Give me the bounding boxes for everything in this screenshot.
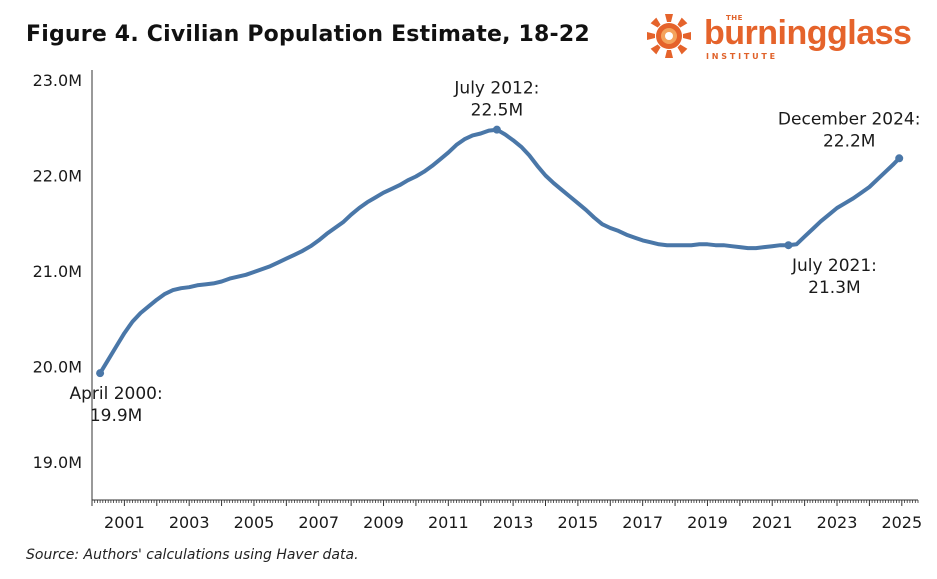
annotation-label-line2: 22.5M	[471, 101, 524, 121]
y-tick-label: 23.0M	[33, 71, 82, 90]
logo-the-text: THE	[726, 14, 743, 22]
x-tick-label: 2019	[687, 513, 728, 532]
annotation-label-line1: December 2024:	[778, 109, 921, 129]
x-tick-label: 2017	[622, 513, 663, 532]
series-line	[98, 127, 902, 376]
sun-mark-icon	[647, 14, 691, 58]
y-tick-label: 21.0M	[33, 262, 82, 281]
burning-glass-logo: THE burningglass INSTITUTE	[646, 12, 921, 64]
annotation-label-line1: July 2021:	[791, 256, 877, 276]
x-tick-label: 2011	[428, 513, 469, 532]
y-tick-label: 22.0M	[33, 167, 82, 186]
annotation-marker	[895, 154, 904, 163]
x-tick-label: 2023	[817, 513, 858, 532]
logo-wordmark: burningglass	[704, 14, 912, 52]
x-tick-label: 2003	[169, 513, 210, 532]
source-note: Source: Authors' calculations using Have…	[26, 547, 359, 563]
y-tick-label: 19.0M	[33, 453, 82, 472]
annotation-marker	[784, 241, 793, 250]
annotation-marker	[492, 125, 501, 134]
annotation-label-line1: April 2000:	[69, 384, 162, 404]
annotation-label-line2: 21.3M	[808, 278, 861, 298]
x-tick-label: 2009	[363, 513, 404, 532]
x-tick-label: 2001	[104, 513, 145, 532]
x-tick-label: 2013	[493, 513, 534, 532]
annotation-marker	[96, 369, 105, 378]
logo-institute-text: INSTITUTE	[706, 52, 778, 61]
x-tick-label: 2021	[752, 513, 793, 532]
figure-title: Figure 4. Civilian Population Estimate, …	[26, 22, 590, 47]
annotation-label-line1: July 2012:	[453, 79, 539, 99]
annotation-label-line2: 22.2M	[823, 131, 876, 151]
annotation-label-line2: 19.9M	[90, 406, 143, 426]
y-tick-label: 20.0M	[33, 358, 82, 377]
x-tick-label: 2007	[298, 513, 339, 532]
x-tick-label: 2015	[558, 513, 599, 532]
x-tick-label: 2005	[234, 513, 275, 532]
x-tick-label: 2025	[881, 513, 922, 532]
